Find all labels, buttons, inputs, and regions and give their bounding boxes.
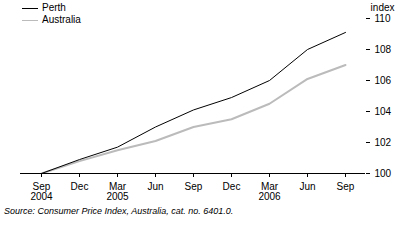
- svg-text:Sep2004: Sep2004: [30, 181, 53, 202]
- svg-text:Mar2006: Mar2006: [258, 181, 281, 202]
- svg-text:Dec: Dec: [71, 181, 89, 192]
- svg-text:110: 110: [375, 13, 391, 24]
- svg-text:Dec: Dec: [223, 181, 241, 192]
- html-text:Perth: Perth: [42, 2, 66, 13]
- svg-text:Mar2005: Mar2005: [106, 181, 129, 202]
- svg-text:Sep: Sep: [185, 181, 203, 192]
- svg-text:Jun: Jun: [147, 181, 163, 192]
- html-text:Australia: Australia: [42, 14, 81, 25]
- svg-text:104: 104: [375, 106, 392, 117]
- svg-text:Jun: Jun: [299, 181, 315, 192]
- svg-text:index: index: [371, 2, 395, 13]
- html-text:Source: Consumer Price Index,: Source: Consumer Price Index, Australia,…: [4, 206, 234, 216]
- svg-text:108: 108: [375, 44, 392, 55]
- svg-text:100: 100: [375, 168, 392, 179]
- svg-text:102: 102: [375, 137, 392, 148]
- svg-text:Sep: Sep: [337, 181, 355, 192]
- svg-text:106: 106: [375, 75, 392, 86]
